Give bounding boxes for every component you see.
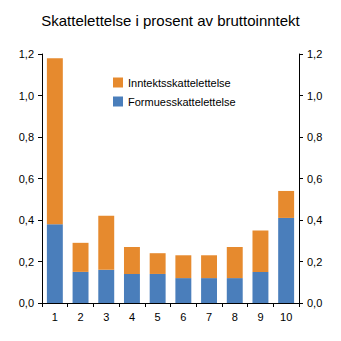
svg-text:8: 8 xyxy=(232,311,238,323)
svg-text:0,8: 0,8 xyxy=(19,131,34,143)
svg-text:0,4: 0,4 xyxy=(307,214,322,226)
svg-text:0,2: 0,2 xyxy=(19,256,34,268)
svg-text:1,2: 1,2 xyxy=(307,48,322,60)
svg-text:0,0: 0,0 xyxy=(19,297,34,309)
svg-text:4: 4 xyxy=(129,311,135,323)
svg-text:7: 7 xyxy=(206,311,212,323)
svg-text:6: 6 xyxy=(180,311,186,323)
svg-text:2: 2 xyxy=(77,311,83,323)
svg-text:0,6: 0,6 xyxy=(19,173,34,185)
svg-text:1,0: 1,0 xyxy=(307,90,322,102)
svg-text:1,2: 1,2 xyxy=(19,48,34,60)
svg-text:0,8: 0,8 xyxy=(307,131,322,143)
svg-text:Skattelettelse i prosent av br: Skattelettelse i prosent av bruttoinntek… xyxy=(41,12,300,29)
svg-text:5: 5 xyxy=(155,311,161,323)
svg-text:0,6: 0,6 xyxy=(307,173,322,185)
svg-text:3: 3 xyxy=(103,311,109,323)
svg-text:Formuesskattelettelse: Formuesskattelettelse xyxy=(128,96,236,108)
svg-text:9: 9 xyxy=(257,311,263,323)
svg-text:0,0: 0,0 xyxy=(307,297,322,309)
svg-text:Inntektsskattelettelse: Inntektsskattelettelse xyxy=(128,77,231,89)
svg-text:0,4: 0,4 xyxy=(19,214,34,226)
svg-text:10: 10 xyxy=(280,311,292,323)
svg-text:0,2: 0,2 xyxy=(307,256,322,268)
svg-text:1,0: 1,0 xyxy=(19,90,34,102)
svg-text:1: 1 xyxy=(52,311,58,323)
